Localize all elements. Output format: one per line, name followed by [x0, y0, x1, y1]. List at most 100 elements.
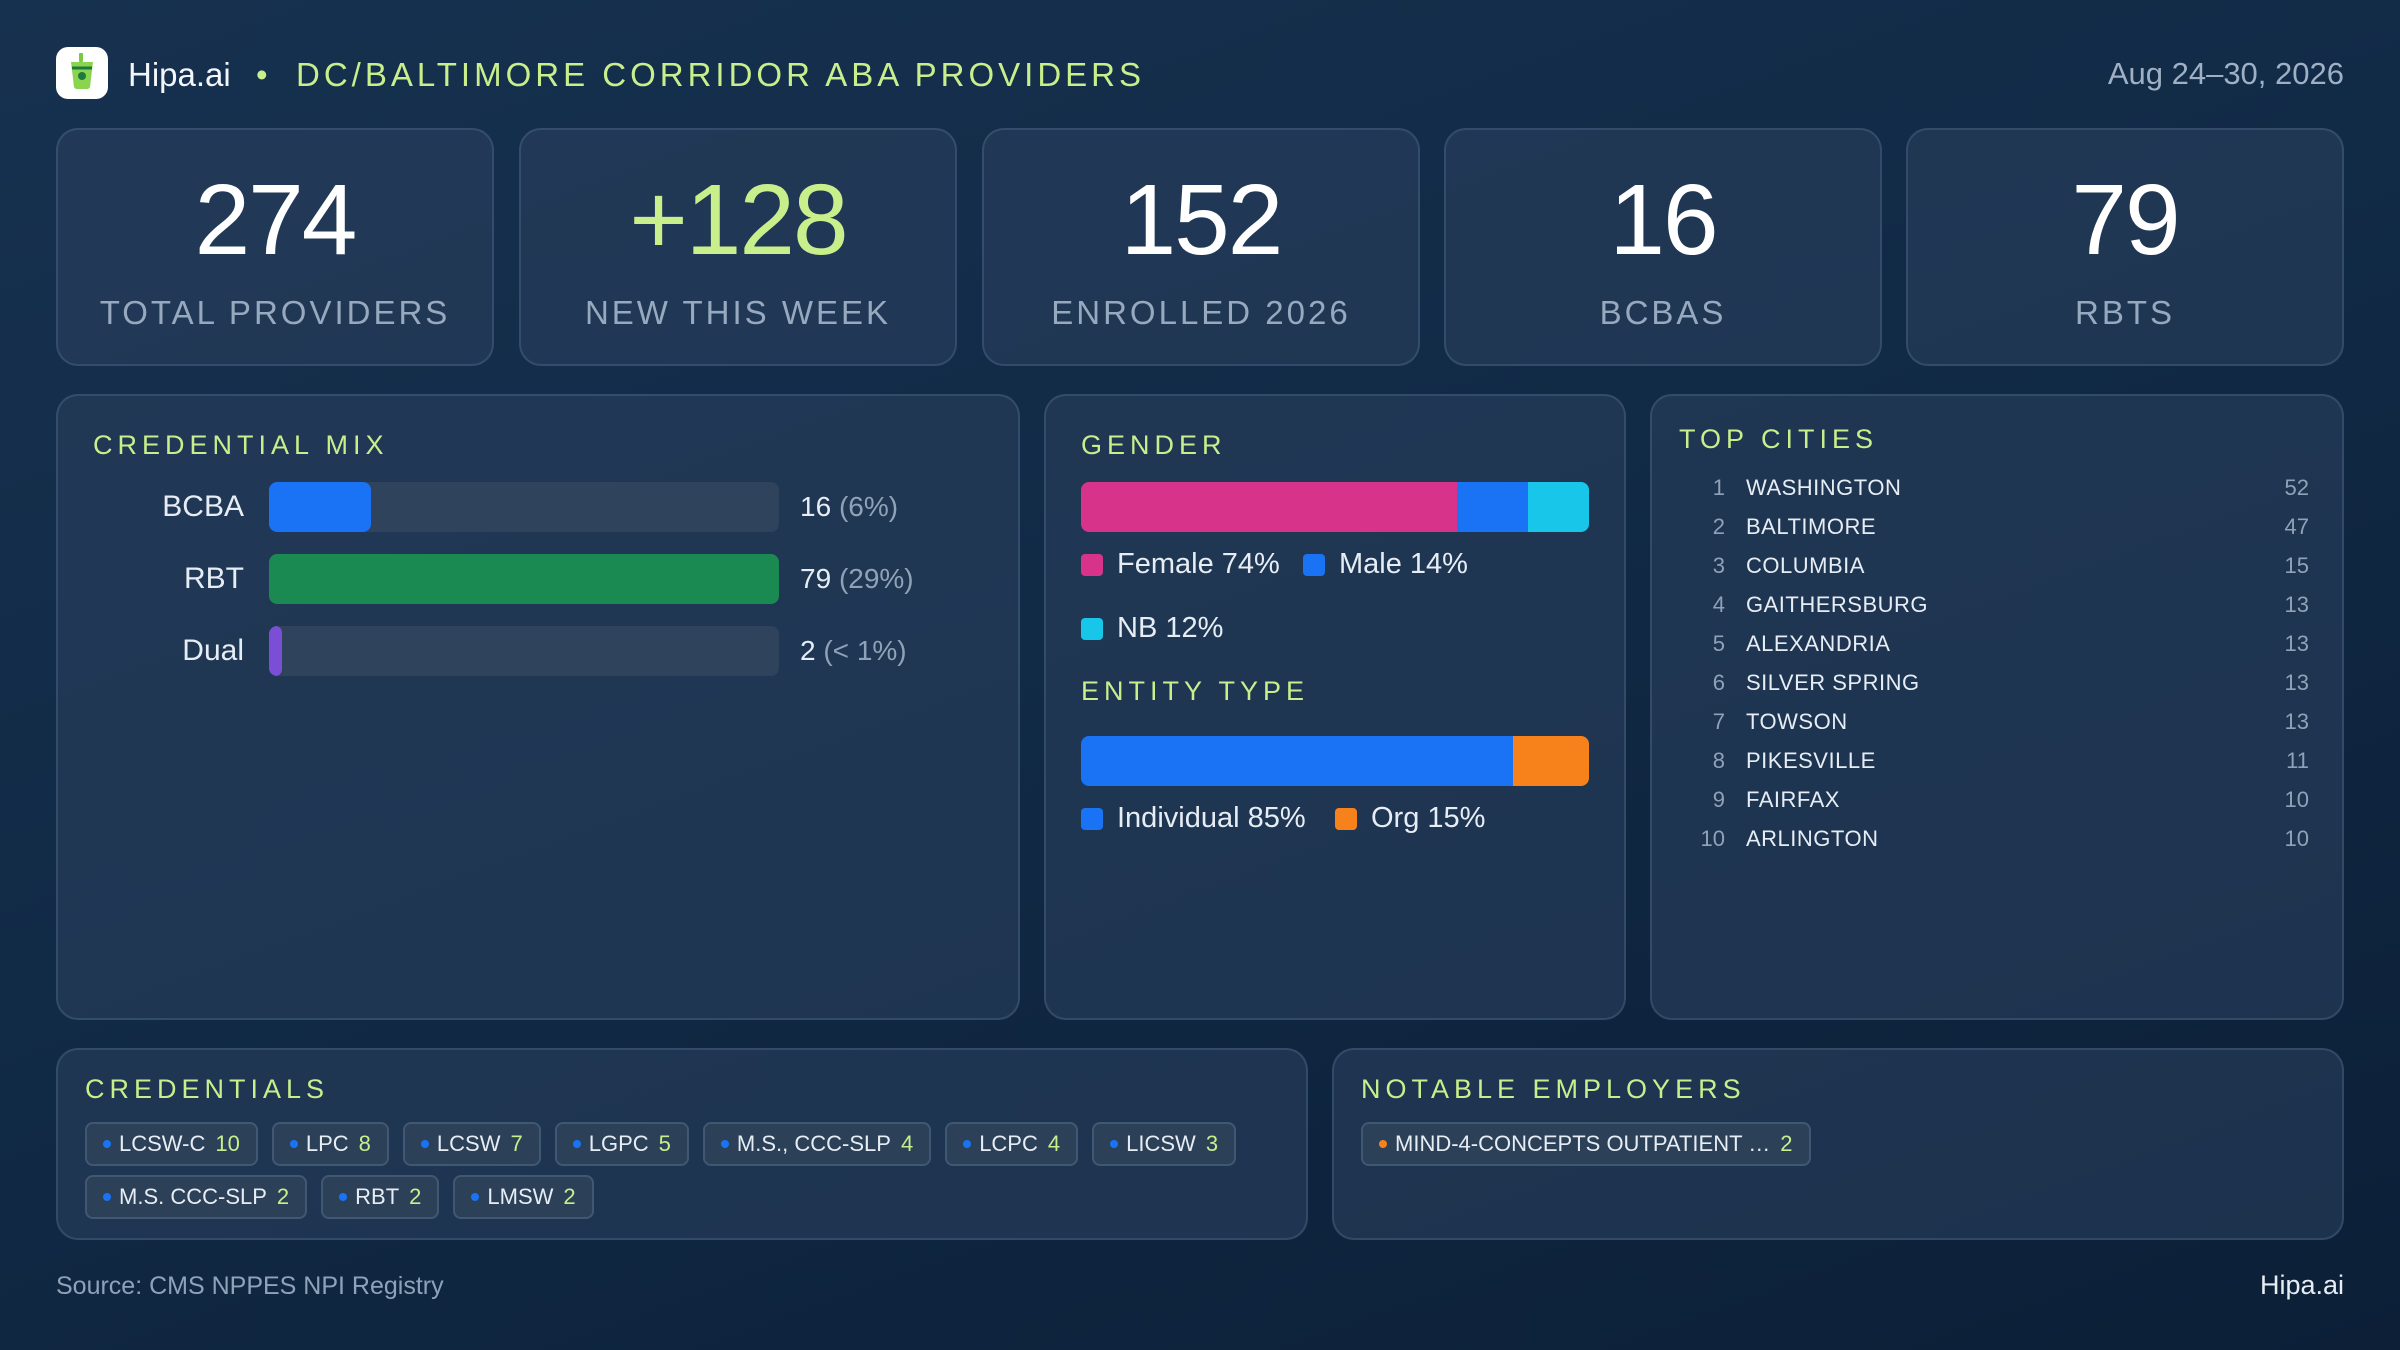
- chip-label: LPC: [305, 1131, 349, 1156]
- city-row: 6 SILVER SPRING 13: [1679, 663, 2309, 702]
- legend-swatch: [1081, 807, 1103, 830]
- stack-segment: [1512, 736, 1589, 786]
- section-title: NOTABLE EMPLOYERS: [1361, 1074, 1746, 1104]
- kpi-label: ENROLLED 2026: [1051, 294, 1351, 331]
- legend-item: Male 14%: [1303, 548, 1468, 581]
- chip: LCSW 7: [402, 1122, 541, 1166]
- section-title: ENTITY TYPE: [1081, 676, 1310, 706]
- legend-label: Org 15%: [1371, 802, 1486, 834]
- kpi-new-this-week: +128 NEW THIS WEEK: [519, 128, 957, 366]
- kpi-value: 152: [1120, 164, 1284, 276]
- kpi-value: 16: [1609, 164, 1718, 276]
- demographics-panel: GENDER Female 74% Male 14% NB 12% ENTITY…: [1044, 394, 1626, 1020]
- legend-swatch: [1081, 553, 1103, 576]
- bar-track: [269, 554, 779, 604]
- city-count: 47: [2284, 514, 2309, 539]
- top-cities-panel: TOP CITIES 1 WASHINGTON 52 2 BALTIMORE 47 3 COL…: [1650, 394, 2344, 1020]
- city-count: 13: [2284, 670, 2309, 695]
- kpi-total-providers: 274 TOTAL PROVIDERS: [56, 128, 494, 366]
- legend-swatch: [1335, 807, 1357, 830]
- stack-segment: [1081, 482, 1457, 532]
- city-name: ARLINGTON: [1746, 826, 1879, 851]
- legend-item: Female 74%: [1081, 548, 1280, 581]
- city-name: TOWSON: [1746, 709, 1848, 734]
- kpi-value: +128: [629, 164, 848, 276]
- bar-value: 2 (< 1%): [800, 626, 907, 676]
- legend-item: Individual 85%: [1081, 802, 1306, 835]
- bullet-dot-icon: [963, 1140, 972, 1148]
- credentials-panel: CREDENTIALS LCSW-C 10 LPC 8 LCSW 7 LGPC 5 M.S., …: [56, 1048, 1308, 1240]
- bullet-dot-icon: [1110, 1140, 1119, 1148]
- stack-segment: [1081, 736, 1513, 786]
- credential-mix-bars: BCBA 16 (6%) RBT 79 (29%) Dual 2 (< 1%): [114, 482, 994, 682]
- chip-count: 5: [658, 1131, 671, 1156]
- chip: LPC 8: [271, 1122, 389, 1166]
- credential-bar-row: Dual 2 (< 1%): [114, 626, 994, 676]
- city-row: 5 ALEXANDRIA 13: [1679, 624, 2309, 663]
- chip: M.S. CCC-SLP 2: [85, 1175, 308, 1219]
- legend-swatch: [1081, 617, 1103, 640]
- city-row: 4 GAITHERSBURG 13: [1679, 585, 2309, 624]
- credential-bar-row: BCBA 16 (6%): [114, 482, 994, 532]
- chip-count: 2: [1780, 1131, 1793, 1156]
- bullet-dot-icon: [103, 1140, 111, 1148]
- brand-logo: [56, 47, 108, 99]
- footer-brand: Hipa.ai: [2259, 1270, 2344, 1300]
- bullet-dot-icon: [289, 1140, 298, 1148]
- city-rank: 1: [1712, 475, 1725, 500]
- city-count: 52: [2284, 475, 2309, 500]
- bullet-dot-icon: [339, 1193, 348, 1201]
- bullet-dot-icon: [572, 1140, 581, 1148]
- bar-label: Dual: [182, 634, 244, 667]
- chip-count: 2: [563, 1184, 576, 1209]
- chip-count: 3: [1205, 1131, 1219, 1156]
- credential-bar-row: RBT 79 (29%): [114, 554, 994, 604]
- city-count: 10: [2284, 826, 2309, 851]
- legend-label: Male 14%: [1339, 548, 1468, 580]
- chip: LCSW-C 10: [85, 1122, 258, 1166]
- bar-track: [269, 482, 779, 532]
- section-title: GENDER: [1081, 430, 1227, 460]
- city-count: 10: [2284, 787, 2309, 812]
- bar-fill: [269, 482, 371, 532]
- city-count: 13: [2284, 631, 2309, 656]
- city-row: 10 ARLINGTON 10: [1679, 819, 2309, 858]
- city-row: 2 BALTIMORE 47: [1679, 507, 2309, 546]
- chip-count: 2: [409, 1184, 422, 1209]
- source-note: Source: CMS NPPES NPI Registry: [56, 1272, 444, 1300]
- chip-label: LMSW: [487, 1184, 554, 1209]
- kpi-value: 79: [2071, 164, 2180, 276]
- city-name: GAITHERSBURG: [1746, 592, 1929, 617]
- bullet-dot-icon: [471, 1193, 480, 1201]
- chip-label: M.S. CCC-SLP: [119, 1184, 267, 1209]
- kpi-enrolled-2026: 152 ENROLLED 2026: [982, 128, 1420, 366]
- city-rank: 4: [1712, 592, 1725, 617]
- bar-count: 79: [800, 563, 832, 594]
- bar-label: BCBA: [162, 490, 244, 523]
- chip-count: 2: [276, 1184, 290, 1209]
- chip-label: LGPC: [588, 1131, 649, 1156]
- legend-swatch: [1303, 553, 1325, 576]
- city-row: 9 FAIRFAX 10: [1679, 780, 2309, 819]
- chip: MIND-4-CONCEPTS OUTPATIENT … 2: [1361, 1122, 1811, 1166]
- city-rank: 9: [1712, 787, 1725, 812]
- kpi-label: TOTAL PROVIDERS: [99, 294, 451, 331]
- city-name: PIKESVILLE: [1746, 748, 1876, 773]
- legend-label: NB 12%: [1117, 612, 1224, 644]
- chip: LCPC 4: [945, 1122, 1079, 1166]
- chip-count: 7: [510, 1131, 523, 1156]
- chip-label: LCSW: [436, 1131, 501, 1156]
- bar-percent: (< 1%): [823, 635, 907, 666]
- credential-mix-panel: CREDENTIAL MIX BCBA 16 (6%) RBT 79 (29%)…: [56, 394, 1020, 1020]
- city-rank: 10: [1700, 826, 1725, 851]
- city-count: 13: [2284, 709, 2309, 734]
- city-row: 7 TOWSON 13: [1679, 702, 2309, 741]
- city-name: ALEXANDRIA: [1746, 631, 1891, 656]
- city-count: 11: [2286, 748, 2309, 773]
- legend-item: Org 15%: [1335, 802, 1485, 835]
- gender-stacked-bar: [1081, 482, 1589, 532]
- stack-segment: [1456, 482, 1529, 532]
- bar-value: 79 (29%): [800, 554, 914, 604]
- section-title: CREDENTIALS: [85, 1074, 330, 1104]
- chip-count: 8: [358, 1131, 371, 1156]
